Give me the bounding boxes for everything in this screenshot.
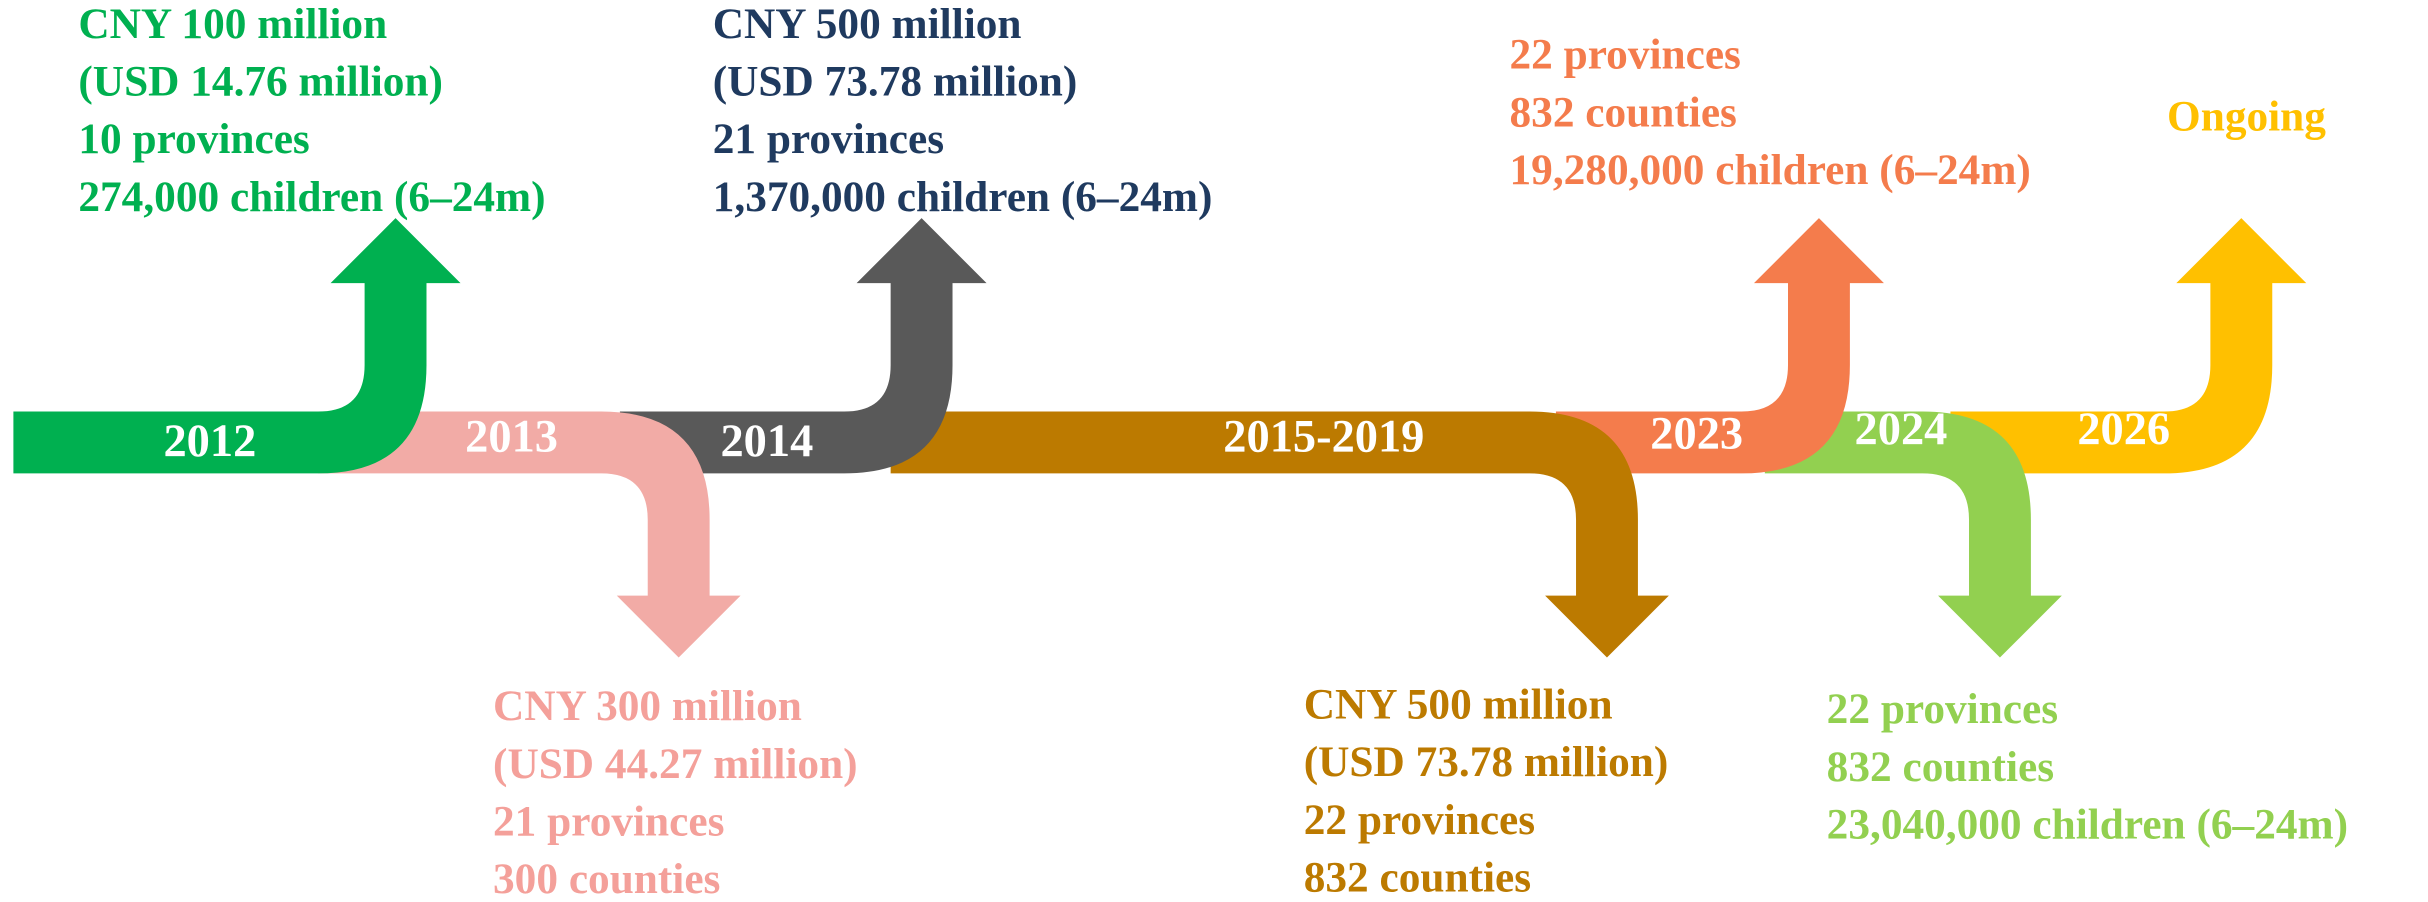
detail-text: 1,370,000 children (6–24m) <box>713 173 1213 221</box>
detail-text: 300 counties <box>493 855 720 902</box>
detail-text: CNY 300 million <box>493 682 802 730</box>
year-label: 2014 <box>720 416 813 467</box>
detail-text: 832 counties <box>1827 743 2054 791</box>
year-label: 2013 <box>465 412 558 463</box>
timeline-arrow <box>318 411 741 658</box>
detail-text: (USD 14.76 million) <box>78 57 443 105</box>
detail-text: CNY 100 million <box>78 0 387 48</box>
detail-text: (USD 73.78 million) <box>713 57 1078 105</box>
timeline-arrow <box>13 218 461 474</box>
year-label: 2024 <box>1855 404 1948 455</box>
detail-text: (USD 44.27 million) <box>493 740 858 788</box>
year-label: 2012 <box>163 416 256 467</box>
timeline-arrow <box>1764 411 2062 658</box>
detail-text: 21 provinces <box>713 115 944 163</box>
detail-text: 22 provinces <box>1304 796 1535 844</box>
detail-text: 22 provinces <box>1827 685 2058 733</box>
detail-text: 832 counties <box>1304 854 1531 902</box>
detail-text: 274,000 children (6–24m) <box>78 173 545 221</box>
year-label: 2023 <box>1650 409 1743 460</box>
detail-text: CNY 500 million <box>713 0 1022 48</box>
detail-text: Ongoing <box>2167 93 2326 141</box>
detail-text: 23,040,000 children (6–24m) <box>1827 801 2348 849</box>
detail-text: 19,280,000 children (6–24m) <box>1510 146 2031 194</box>
detail-text: 21 provinces <box>493 798 724 846</box>
year-label: 2015-2019 <box>1223 412 1424 463</box>
timeline-arrow <box>1555 218 1884 474</box>
detail-text: CNY 500 million <box>1304 681 1613 729</box>
timeline-arrow <box>1950 218 2307 474</box>
detail-text: 22 provinces <box>1510 31 1741 79</box>
labels: 2012 CNY 100 million (USD 14.76 million) 10… <box>78 0 2348 902</box>
arrows <box>13 218 2307 658</box>
detail-text: (USD 73.78 million) <box>1304 738 1669 786</box>
detail-text: 832 counties <box>1510 88 1737 136</box>
timeline-arrow <box>890 411 1669 658</box>
timeline-arrow <box>619 218 987 474</box>
detail-text: 10 provinces <box>78 115 309 163</box>
year-label: 2026 <box>2077 404 2170 455</box>
